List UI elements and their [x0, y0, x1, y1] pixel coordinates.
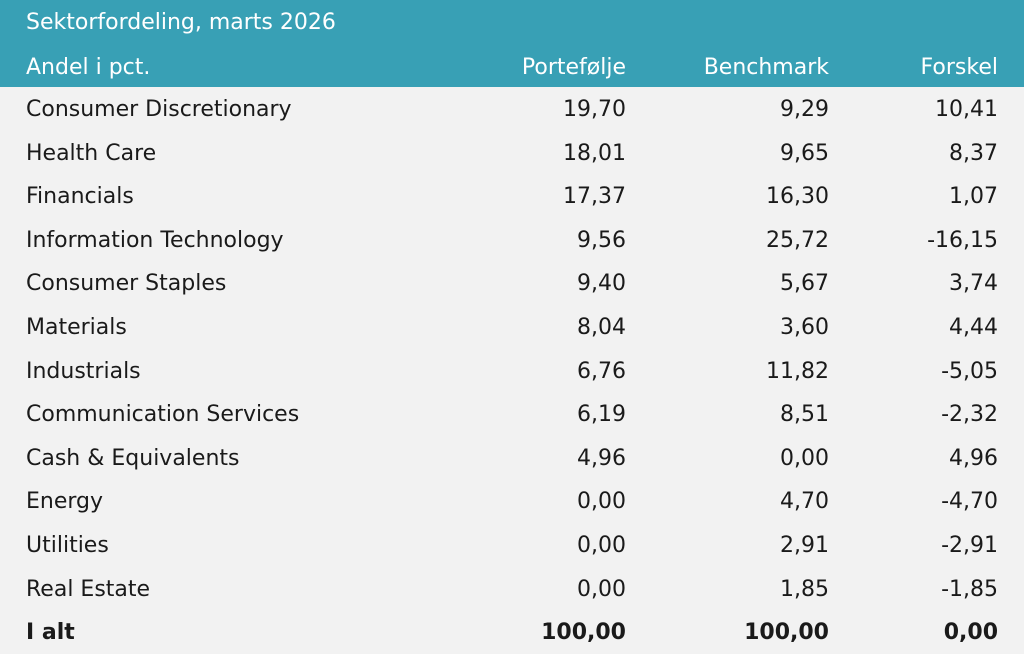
difference-cell: -2,91 [941, 532, 998, 558]
difference-cell: 4,96 [949, 445, 998, 471]
sector-cell: Industrials [26, 358, 141, 384]
portfolio-cell: 8,04 [577, 314, 626, 340]
table-row: Energy 0,00 4,70 -4,70 [0, 479, 1024, 523]
total-label: I alt [26, 620, 75, 646]
table-header: Sektorfordeling, marts 2026 Andel i pct.… [0, 0, 1024, 87]
benchmark-cell: 9,29 [780, 97, 829, 122]
total-difference: 0,00 [943, 620, 998, 646]
benchmark-cell: 0,00 [780, 445, 829, 471]
benchmark-cell: 8,51 [780, 402, 829, 428]
difference-cell: -5,05 [941, 358, 998, 384]
portfolio-cell: 9,40 [577, 271, 626, 297]
table-row: Information Technology 9,56 25,72 -16,15 [0, 218, 1024, 262]
table-row: Real Estate 0,00 1,85 -1,85 [0, 567, 1024, 611]
sector-cell: Consumer Discretionary [26, 97, 292, 122]
difference-cell: -16,15 [927, 227, 998, 253]
sector-cell: Information Technology [26, 227, 284, 253]
benchmark-cell: 9,65 [780, 140, 829, 166]
sector-cell: Energy [26, 489, 104, 515]
portfolio-cell: 6,19 [577, 402, 626, 428]
difference-cell: 3,74 [949, 271, 998, 297]
benchmark-cell: 3,60 [780, 314, 829, 340]
portfolio-cell: 17,37 [563, 184, 626, 210]
table-row: Communication Services 6,19 8,51 -2,32 [0, 392, 1024, 436]
table-body: Consumer Discretionary 19,70 9,29 10,41 … [0, 87, 1024, 654]
total-benchmark: 100,00 [744, 620, 829, 646]
table-row: Consumer Staples 9,40 5,67 3,74 [0, 261, 1024, 305]
column-header-difference: Forskel [920, 55, 998, 80]
difference-cell: 8,37 [949, 140, 998, 166]
table-row: Materials 8,04 3,60 4,44 [0, 305, 1024, 349]
sector-cell: Consumer Staples [26, 271, 227, 297]
difference-cell: 1,07 [949, 184, 998, 210]
portfolio-cell: 18,01 [563, 140, 626, 166]
benchmark-cell: 1,85 [780, 576, 829, 602]
difference-cell: 10,41 [935, 97, 998, 122]
sector-cell: Communication Services [26, 402, 300, 428]
column-header-portfolio: Portefølje [521, 55, 626, 80]
portfolio-cell: 0,00 [577, 532, 626, 558]
benchmark-cell: 2,91 [780, 532, 829, 558]
benchmark-cell: 11,82 [766, 358, 829, 384]
difference-cell: 4,44 [949, 314, 998, 340]
table-title: Sektorfordeling, marts 2026 [26, 10, 336, 35]
table-row: Cash & Equivalents 4,96 0,00 4,96 [0, 436, 1024, 480]
sector-cell: Financials [26, 184, 134, 210]
sector-cell: Health Care [26, 140, 157, 166]
difference-cell: -1,85 [941, 576, 998, 602]
sector-cell: Cash & Equivalents [26, 445, 240, 471]
portfolio-cell: 0,00 [577, 576, 626, 602]
column-header-benchmark: Benchmark [703, 55, 829, 80]
portfolio-cell: 19,70 [563, 97, 626, 122]
table-row: Health Care 18,01 9,65 8,37 [0, 131, 1024, 175]
column-header-row: Andel i pct. Portefølje Benchmark Forske… [0, 52, 1024, 84]
sector-cell: Materials [26, 314, 127, 340]
benchmark-cell: 4,70 [780, 489, 829, 515]
difference-cell: -2,32 [941, 402, 998, 428]
portfolio-cell: 9,56 [577, 227, 626, 253]
portfolio-cell: 0,00 [577, 489, 626, 515]
total-portfolio: 100,00 [541, 620, 626, 646]
benchmark-cell: 5,67 [780, 271, 829, 297]
total-row: I alt 100,00 100,00 0,00 [0, 610, 1024, 654]
portfolio-cell: 4,96 [577, 445, 626, 471]
table-row: Consumer Discretionary 19,70 9,29 10,41 [0, 87, 1024, 131]
table-row: Utilities 0,00 2,91 -2,91 [0, 523, 1024, 567]
sector-cell: Real Estate [26, 576, 151, 602]
column-header-share: Andel i pct. [26, 55, 151, 80]
sector-cell: Utilities [26, 532, 109, 558]
benchmark-cell: 25,72 [766, 227, 829, 253]
table-row: Industrials 6,76 11,82 -5,05 [0, 349, 1024, 393]
benchmark-cell: 16,30 [766, 184, 829, 210]
table-row: Financials 17,37 16,30 1,07 [0, 174, 1024, 218]
difference-cell: -4,70 [941, 489, 998, 515]
portfolio-cell: 6,76 [577, 358, 626, 384]
